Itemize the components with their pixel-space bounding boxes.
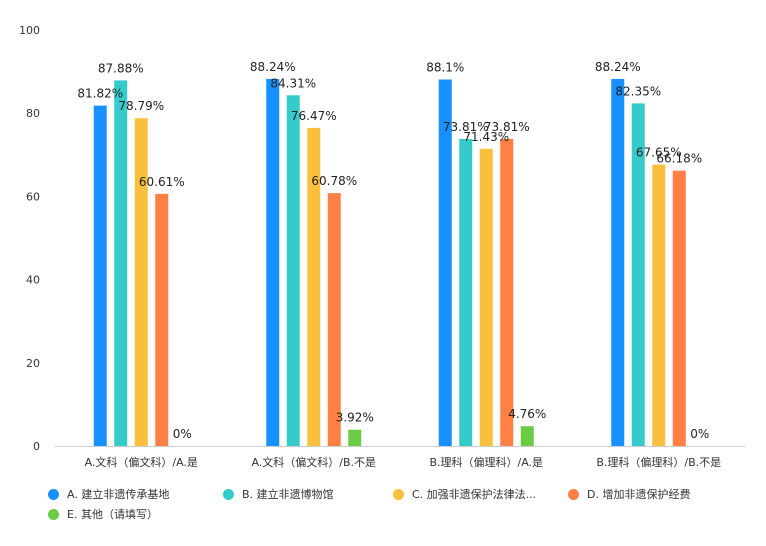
data-label: 67.65%	[636, 146, 682, 160]
data-label: 88.1%	[426, 61, 464, 75]
data-label: 0%	[690, 427, 709, 441]
y-tick-label: 80	[26, 107, 40, 120]
data-label: 81.82%	[77, 87, 123, 101]
legend-item[interactable]: A. 建立非遗传承基地	[48, 486, 169, 502]
legend-dot-icon	[393, 488, 404, 500]
y-tick-label: 60	[26, 190, 40, 203]
legend-label: B. 建立非遗博物馆	[242, 488, 334, 501]
legend-dot-icon	[223, 488, 234, 500]
data-label: 84.31%	[270, 76, 316, 90]
data-label: 3.92%	[336, 411, 374, 425]
bar[interactable]	[348, 429, 362, 446]
bar[interactable]	[438, 79, 452, 446]
data-label: 73.81%	[484, 120, 530, 134]
bar[interactable]	[155, 193, 169, 446]
x-tick-label: A.文科（偏文科）/B.不是	[251, 455, 376, 469]
data-label: 66.18%	[656, 152, 702, 166]
bar[interactable]	[652, 164, 666, 447]
legend-dot-icon	[568, 488, 579, 500]
legend-label: C. 加强非遗保护法律法...	[412, 488, 537, 501]
legend-item[interactable]: D. 增加非遗保护经费	[568, 486, 690, 502]
bar[interactable]	[520, 426, 534, 446]
legend-item[interactable]: C. 加强非遗保护法律法...	[393, 486, 536, 502]
bar-chart-svg: 0 20 40 60 80 100 A.文科（偏文科）/A.是 A.文科（偏文科）/B.不是…	[19, 24, 745, 469]
bar[interactable]	[307, 127, 321, 447]
bar[interactable]	[327, 193, 341, 446]
legend-label: A. 建立非遗传承基地	[67, 488, 170, 501]
bar[interactable]	[266, 78, 280, 446]
legend-item[interactable]: E. 其他（请填写）	[48, 506, 158, 522]
data-label: 0%	[173, 427, 192, 441]
bar[interactable]	[611, 78, 625, 446]
x-axis: A.文科（偏文科）/A.是 A.文科（偏文科）/B.不是 B.理科（偏理科）/A.是…	[55, 446, 745, 469]
x-tick-label: B.理科（偏理科）/B.不是	[596, 455, 721, 469]
data-label: 76.47%	[291, 109, 337, 123]
y-tick-label: 20	[26, 357, 40, 370]
data-label: 87.88%	[98, 61, 144, 75]
legend-label: E. 其他（请填写）	[67, 508, 158, 521]
legend-dot-icon	[48, 508, 59, 520]
data-label: 73.81%	[443, 120, 489, 134]
bar[interactable]	[286, 95, 300, 447]
bar[interactable]	[459, 138, 473, 447]
data-label: 88.24%	[250, 60, 296, 74]
data-label: 71.43%	[463, 130, 509, 144]
data-label: 4.76%	[508, 407, 546, 421]
bar[interactable]	[631, 103, 645, 446]
legend-label: D. 增加非遗保护经费	[587, 488, 691, 501]
y-tick-label: 40	[26, 274, 40, 287]
y-tick-label: 100	[19, 24, 40, 37]
bar[interactable]	[93, 105, 107, 447]
legend-item[interactable]: B. 建立非遗博物馆	[223, 486, 334, 502]
bar[interactable]	[134, 118, 148, 447]
data-label: 60.61%	[139, 175, 185, 189]
x-tick-label: B.理科（偏理科）/A.是	[429, 455, 543, 469]
x-tick-label: A.文科（偏文科）/A.是	[85, 455, 198, 469]
bar[interactable]	[114, 80, 128, 447]
data-label: 88.24%	[595, 60, 641, 74]
legend-dot-icon	[48, 488, 59, 500]
bars	[93, 78, 686, 447]
data-label: 82.35%	[615, 84, 661, 98]
bar[interactable]	[672, 170, 686, 446]
bar[interactable]	[500, 138, 514, 447]
data-labels: 81.82% 87.88% 78.79% 60.61% 0% 88.24% 84.31% 76…	[77, 60, 709, 441]
bar[interactable]	[479, 148, 493, 446]
data-label: 78.79%	[118, 99, 164, 113]
data-label: 60.78%	[311, 174, 357, 188]
y-tick-label: 0	[33, 440, 40, 453]
y-axis: 0 20 40 60 80 100	[19, 24, 40, 453]
